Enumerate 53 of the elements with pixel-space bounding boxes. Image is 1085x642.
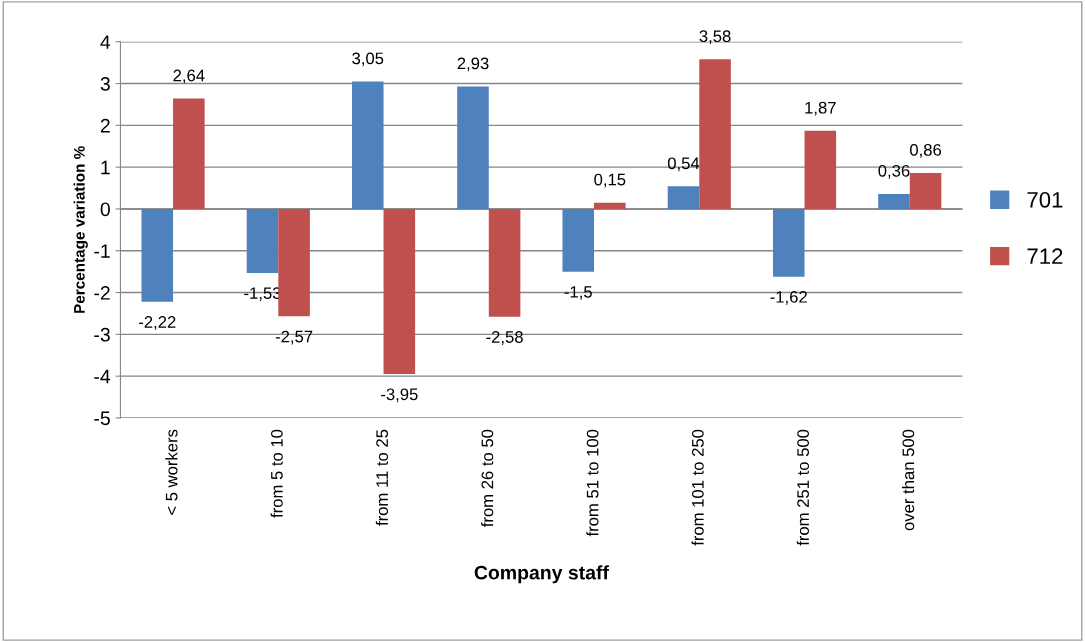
data-label: -1,62 bbox=[770, 290, 807, 305]
data-label: -2,57 bbox=[275, 330, 313, 345]
bar bbox=[278, 208, 310, 317]
y-tick-label: -1 bbox=[94, 244, 110, 258]
data-label: -3,95 bbox=[381, 388, 418, 403]
x-tick-label: < 5 workers bbox=[165, 429, 178, 515]
data-label: 2,64 bbox=[173, 69, 205, 84]
bar bbox=[173, 98, 205, 209]
bar bbox=[246, 208, 279, 273]
x-tick-label: from 251 to 500 bbox=[796, 429, 809, 546]
legend-label: 701 bbox=[1027, 191, 1063, 208]
data-label: 2,93 bbox=[457, 57, 489, 72]
y-tick-label: 3 bbox=[100, 77, 110, 91]
data-label: 1,87 bbox=[805, 101, 836, 116]
x-axis-title: Company staff bbox=[474, 565, 609, 584]
y-tick-label: 2 bbox=[100, 118, 110, 133]
x-tick-label: from 26 to 50 bbox=[481, 429, 494, 528]
bar bbox=[488, 208, 521, 317]
x-tick-label: from 51 to 100 bbox=[586, 429, 599, 537]
x-tick-label: from 5 to 10 bbox=[270, 429, 283, 518]
bar bbox=[699, 59, 731, 209]
y-tick-label: -2 bbox=[94, 286, 110, 300]
data-label: 0,15 bbox=[594, 173, 626, 188]
y-tick-label: 4 bbox=[100, 35, 111, 49]
data-label: -2,22 bbox=[139, 316, 176, 330]
y-tick-label: -3 bbox=[94, 327, 110, 342]
data-label: 0,36 bbox=[878, 164, 910, 179]
bar bbox=[351, 81, 384, 209]
bar bbox=[383, 208, 416, 375]
y-tick-label: 0 bbox=[100, 202, 110, 217]
bar bbox=[594, 202, 626, 209]
y-tick-label: 1 bbox=[101, 160, 110, 175]
bar bbox=[141, 208, 174, 302]
bar bbox=[772, 208, 805, 277]
bar bbox=[667, 186, 700, 209]
x-tick-label: from 11 to 25 bbox=[375, 429, 389, 526]
y-tick-label: -4 bbox=[94, 369, 111, 384]
data-label: -1,5 bbox=[564, 286, 592, 300]
bar bbox=[878, 193, 910, 209]
data-label: 0,86 bbox=[909, 144, 942, 158]
data-label: 0,54 bbox=[667, 157, 700, 172]
bar bbox=[457, 86, 489, 209]
x-tick-label: from 101 to 250 bbox=[691, 429, 704, 546]
data-label: -2,58 bbox=[486, 331, 523, 345]
y-axis-title: Percentage variation % bbox=[73, 146, 88, 313]
data-label: 3,05 bbox=[352, 52, 384, 67]
x-tick-label: over than 500 bbox=[902, 429, 915, 531]
y-tick-label: -5 bbox=[94, 411, 110, 426]
bar bbox=[804, 130, 837, 209]
data-label: 3,58 bbox=[699, 30, 731, 45]
bar bbox=[562, 208, 595, 272]
bar bbox=[909, 172, 942, 209]
legend-label: 712 bbox=[1027, 248, 1063, 264]
